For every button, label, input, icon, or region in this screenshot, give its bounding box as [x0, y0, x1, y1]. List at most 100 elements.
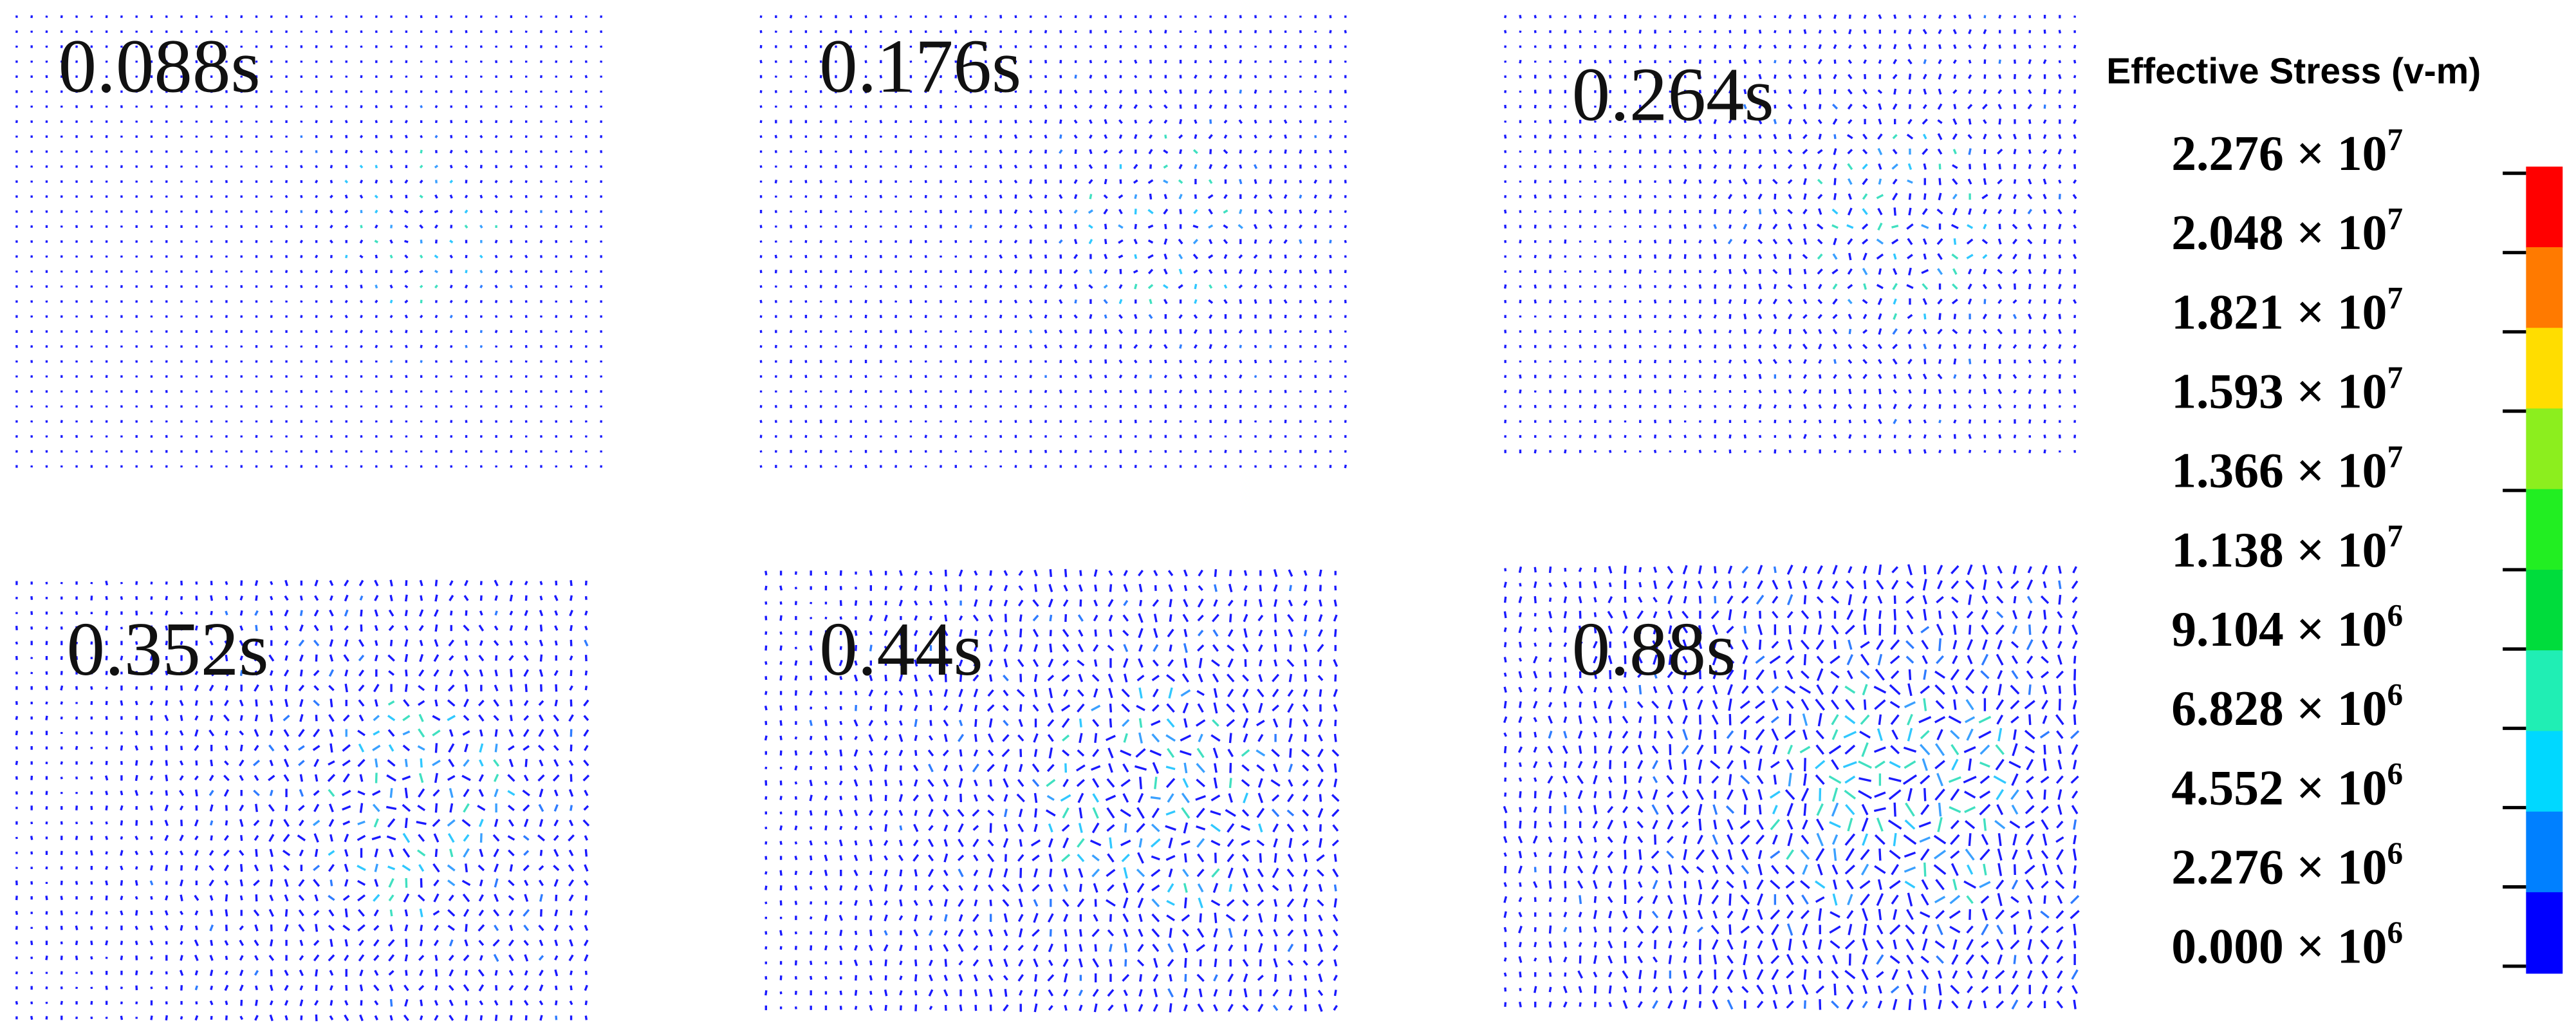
vector-arrow	[402, 848, 411, 858]
vector-arrow	[1123, 570, 1128, 577]
vector-arrow	[255, 105, 258, 108]
vector-arrow	[1073, 239, 1078, 245]
vector-arrow	[195, 596, 198, 601]
vector-arrow	[879, 299, 882, 304]
vector-arrow	[1819, 389, 1822, 394]
vector-arrow	[315, 194, 318, 198]
vector-arrow	[1104, 178, 1107, 185]
vector-arrow	[358, 670, 364, 677]
vector-arrow	[463, 954, 470, 962]
vector-arrow	[835, 180, 837, 183]
vector-arrow	[255, 360, 258, 363]
vector-arrow	[1698, 89, 1701, 94]
vector-arrow	[1698, 59, 1701, 64]
vector-arrow	[315, 105, 318, 108]
vector-arrow	[180, 671, 183, 675]
vector-arrow	[194, 835, 199, 841]
vector-arrow	[1048, 598, 1053, 608]
vector-arrow	[150, 300, 153, 303]
vector-arrow	[298, 909, 304, 917]
vector-arrow	[1564, 194, 1567, 199]
vector-arrow	[1654, 90, 1656, 93]
vector-arrow	[373, 894, 380, 902]
vector-arrow	[345, 375, 348, 378]
vector-arrow	[179, 970, 184, 976]
vector-arrow	[1773, 284, 1777, 290]
vector-arrow	[1549, 60, 1552, 63]
vector-arrow	[434, 270, 438, 274]
vector-arrow	[360, 105, 363, 109]
vector-arrow	[344, 863, 349, 872]
vector-arrow	[1803, 164, 1807, 169]
vector-arrow	[1759, 269, 1762, 274]
vector-arrow	[270, 864, 273, 872]
vector-arrow	[1209, 164, 1213, 169]
vector-arrow	[1908, 419, 1912, 424]
vector-arrow	[540, 60, 542, 63]
vector-arrow	[1223, 134, 1228, 139]
vector-arrow	[2027, 193, 2033, 200]
vector-arrow	[523, 700, 529, 706]
vector-arrow	[344, 683, 348, 693]
vector-arrow	[969, 330, 972, 333]
vector-arrow	[879, 420, 882, 423]
vector-arrow	[1848, 404, 1853, 409]
vector-arrow	[134, 730, 138, 736]
vector-arrow	[404, 653, 409, 662]
vector-arrow	[345, 435, 348, 438]
vector-arrow	[1014, 269, 1018, 274]
vector-arrow	[479, 60, 483, 63]
vector-arrow	[524, 581, 528, 586]
vector-arrow	[1759, 420, 1761, 423]
vector-arrow	[329, 879, 333, 887]
vector-arrow	[1907, 163, 1913, 170]
vector-arrow	[898, 570, 903, 576]
vector-arrow	[463, 699, 469, 708]
vector-arrow	[834, 285, 838, 288]
vector-arrow	[1504, 435, 1507, 438]
vector-arrow	[268, 834, 275, 842]
vector-arrow	[1224, 60, 1227, 64]
vector-arrow	[835, 225, 837, 228]
vector-arrow	[2028, 178, 2032, 185]
vector-arrow	[344, 670, 349, 677]
vector-arrow	[924, 45, 927, 48]
vector-arrow	[210, 315, 213, 318]
vector-arrow	[449, 670, 454, 677]
vector-arrow	[254, 580, 259, 586]
vector-arrow	[539, 1000, 544, 1006]
vector-arrow	[1299, 330, 1302, 333]
vector-arrow	[1014, 299, 1018, 304]
vector-arrow	[359, 984, 364, 991]
vector-arrow	[1164, 60, 1167, 64]
vector-arrow	[1209, 30, 1212, 33]
vector-arrow	[464, 165, 468, 169]
vector-arrow	[1698, 359, 1702, 364]
vector-arrow	[1223, 299, 1228, 305]
vector-arrow	[418, 669, 425, 677]
vector-arrow	[240, 135, 243, 138]
vector-arrow	[120, 655, 124, 661]
vector-arrow	[819, 375, 822, 379]
vector-arrow	[60, 420, 63, 424]
vector-arrow	[450, 344, 453, 348]
vector-arrow	[194, 715, 199, 721]
vector-arrow	[419, 224, 423, 229]
vector-arrow	[60, 225, 63, 228]
vector-arrow	[120, 820, 124, 826]
vector-arrow	[1893, 253, 1897, 260]
vector-arrow	[1014, 105, 1017, 109]
panel-time-label: 0.264s	[1572, 52, 1774, 136]
vector-arrow	[435, 75, 438, 79]
vector-arrow	[253, 820, 260, 827]
vector-arrow	[584, 580, 588, 586]
vector-arrow	[1922, 328, 1927, 335]
vector-arrow	[329, 639, 334, 647]
vector-arrow	[1863, 29, 1867, 34]
vector-arrow	[1284, 30, 1287, 33]
vector-arrow	[240, 580, 243, 586]
vector-arrow	[537, 744, 545, 751]
vector-arrow	[225, 685, 228, 691]
vector-arrow	[924, 315, 927, 319]
vector-arrow	[1028, 299, 1033, 304]
